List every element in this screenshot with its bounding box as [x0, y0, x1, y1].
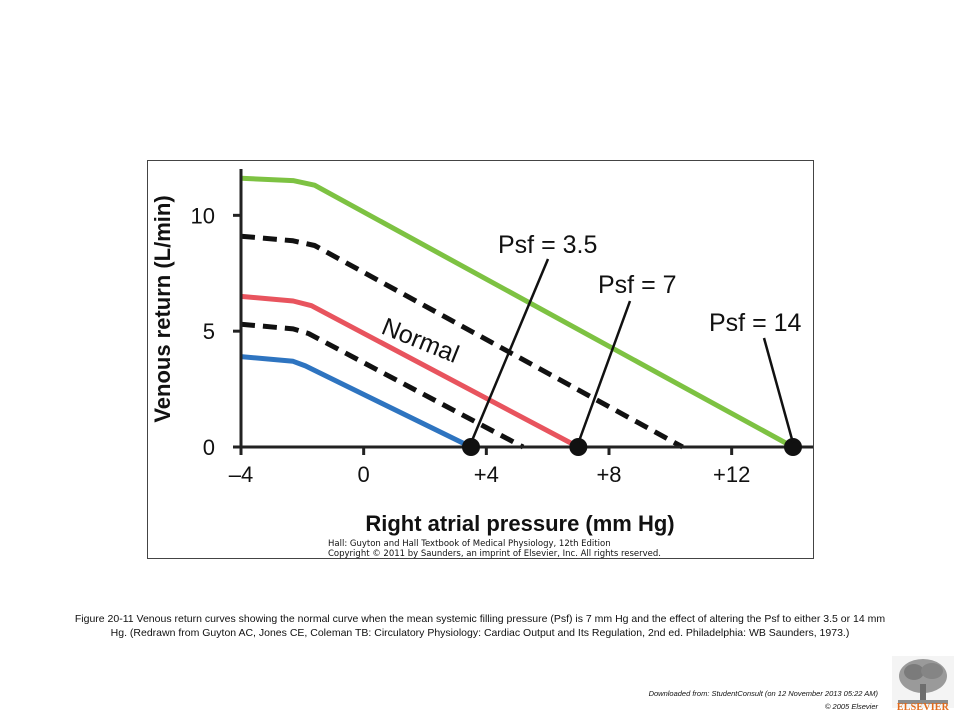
- psf-point-3: [784, 438, 802, 456]
- x-tick-label: 0: [358, 462, 370, 487]
- series-line-4: [240, 321, 525, 450]
- series-line-1: [240, 175, 795, 450]
- x-tick-label: +12: [713, 462, 750, 487]
- download-note: Downloaded from: StudentConsult (on 12 N…: [648, 689, 878, 698]
- y-tick-label: 10: [191, 203, 215, 228]
- elsevier-tree-logo: [892, 656, 954, 708]
- annotation-leader-3: [762, 337, 795, 444]
- annotation-psf-7: Psf = 7: [598, 271, 677, 299]
- figure-frame: –4 0 +4 +8 +12 0 5 10 Psf = 3.5 Psf = 7 Psf = 1…: [147, 160, 814, 559]
- x-tick-label: –4: [229, 462, 253, 487]
- figure-caption: Figure 20-11 Venous return curves showin…: [74, 613, 886, 639]
- credit-line-2: Copyright © 2011 by Saunders, an imprint…: [328, 549, 661, 558]
- psf-point-2: [569, 438, 588, 456]
- copyright-note: © 2005 Elsevier: [824, 702, 878, 711]
- series-line-3: [240, 293, 580, 450]
- y-tick-label: 5: [203, 319, 215, 344]
- venous-return-chart: –4 0 +4 +8 +12 0 5 10 Psf = 3.5 Psf = 7 Psf = 1…: [150, 169, 813, 558]
- annotation-leader-2: [577, 300, 632, 444]
- annotation-psf-14: Psf = 14: [709, 309, 802, 337]
- psf-point-1: [462, 438, 480, 456]
- annotation-leader-1: [469, 258, 550, 444]
- credit-line-1: Hall: Guyton and Hall Textbook of Medica…: [328, 539, 611, 549]
- annotation-psf-3-5: Psf = 3.5: [498, 231, 597, 259]
- series-line-2: [240, 233, 684, 450]
- x-tick-label: +4: [474, 462, 499, 487]
- y-tick-label: 0: [203, 435, 215, 460]
- elsevier-wordmark: ELSEVIER: [896, 702, 950, 713]
- x-tick-label: +8: [596, 462, 621, 487]
- series-line-5: [240, 354, 473, 450]
- y-axis-title: Venous return (L/min): [150, 195, 175, 422]
- x-axis-title: Right atrial pressure (mm Hg): [365, 511, 674, 536]
